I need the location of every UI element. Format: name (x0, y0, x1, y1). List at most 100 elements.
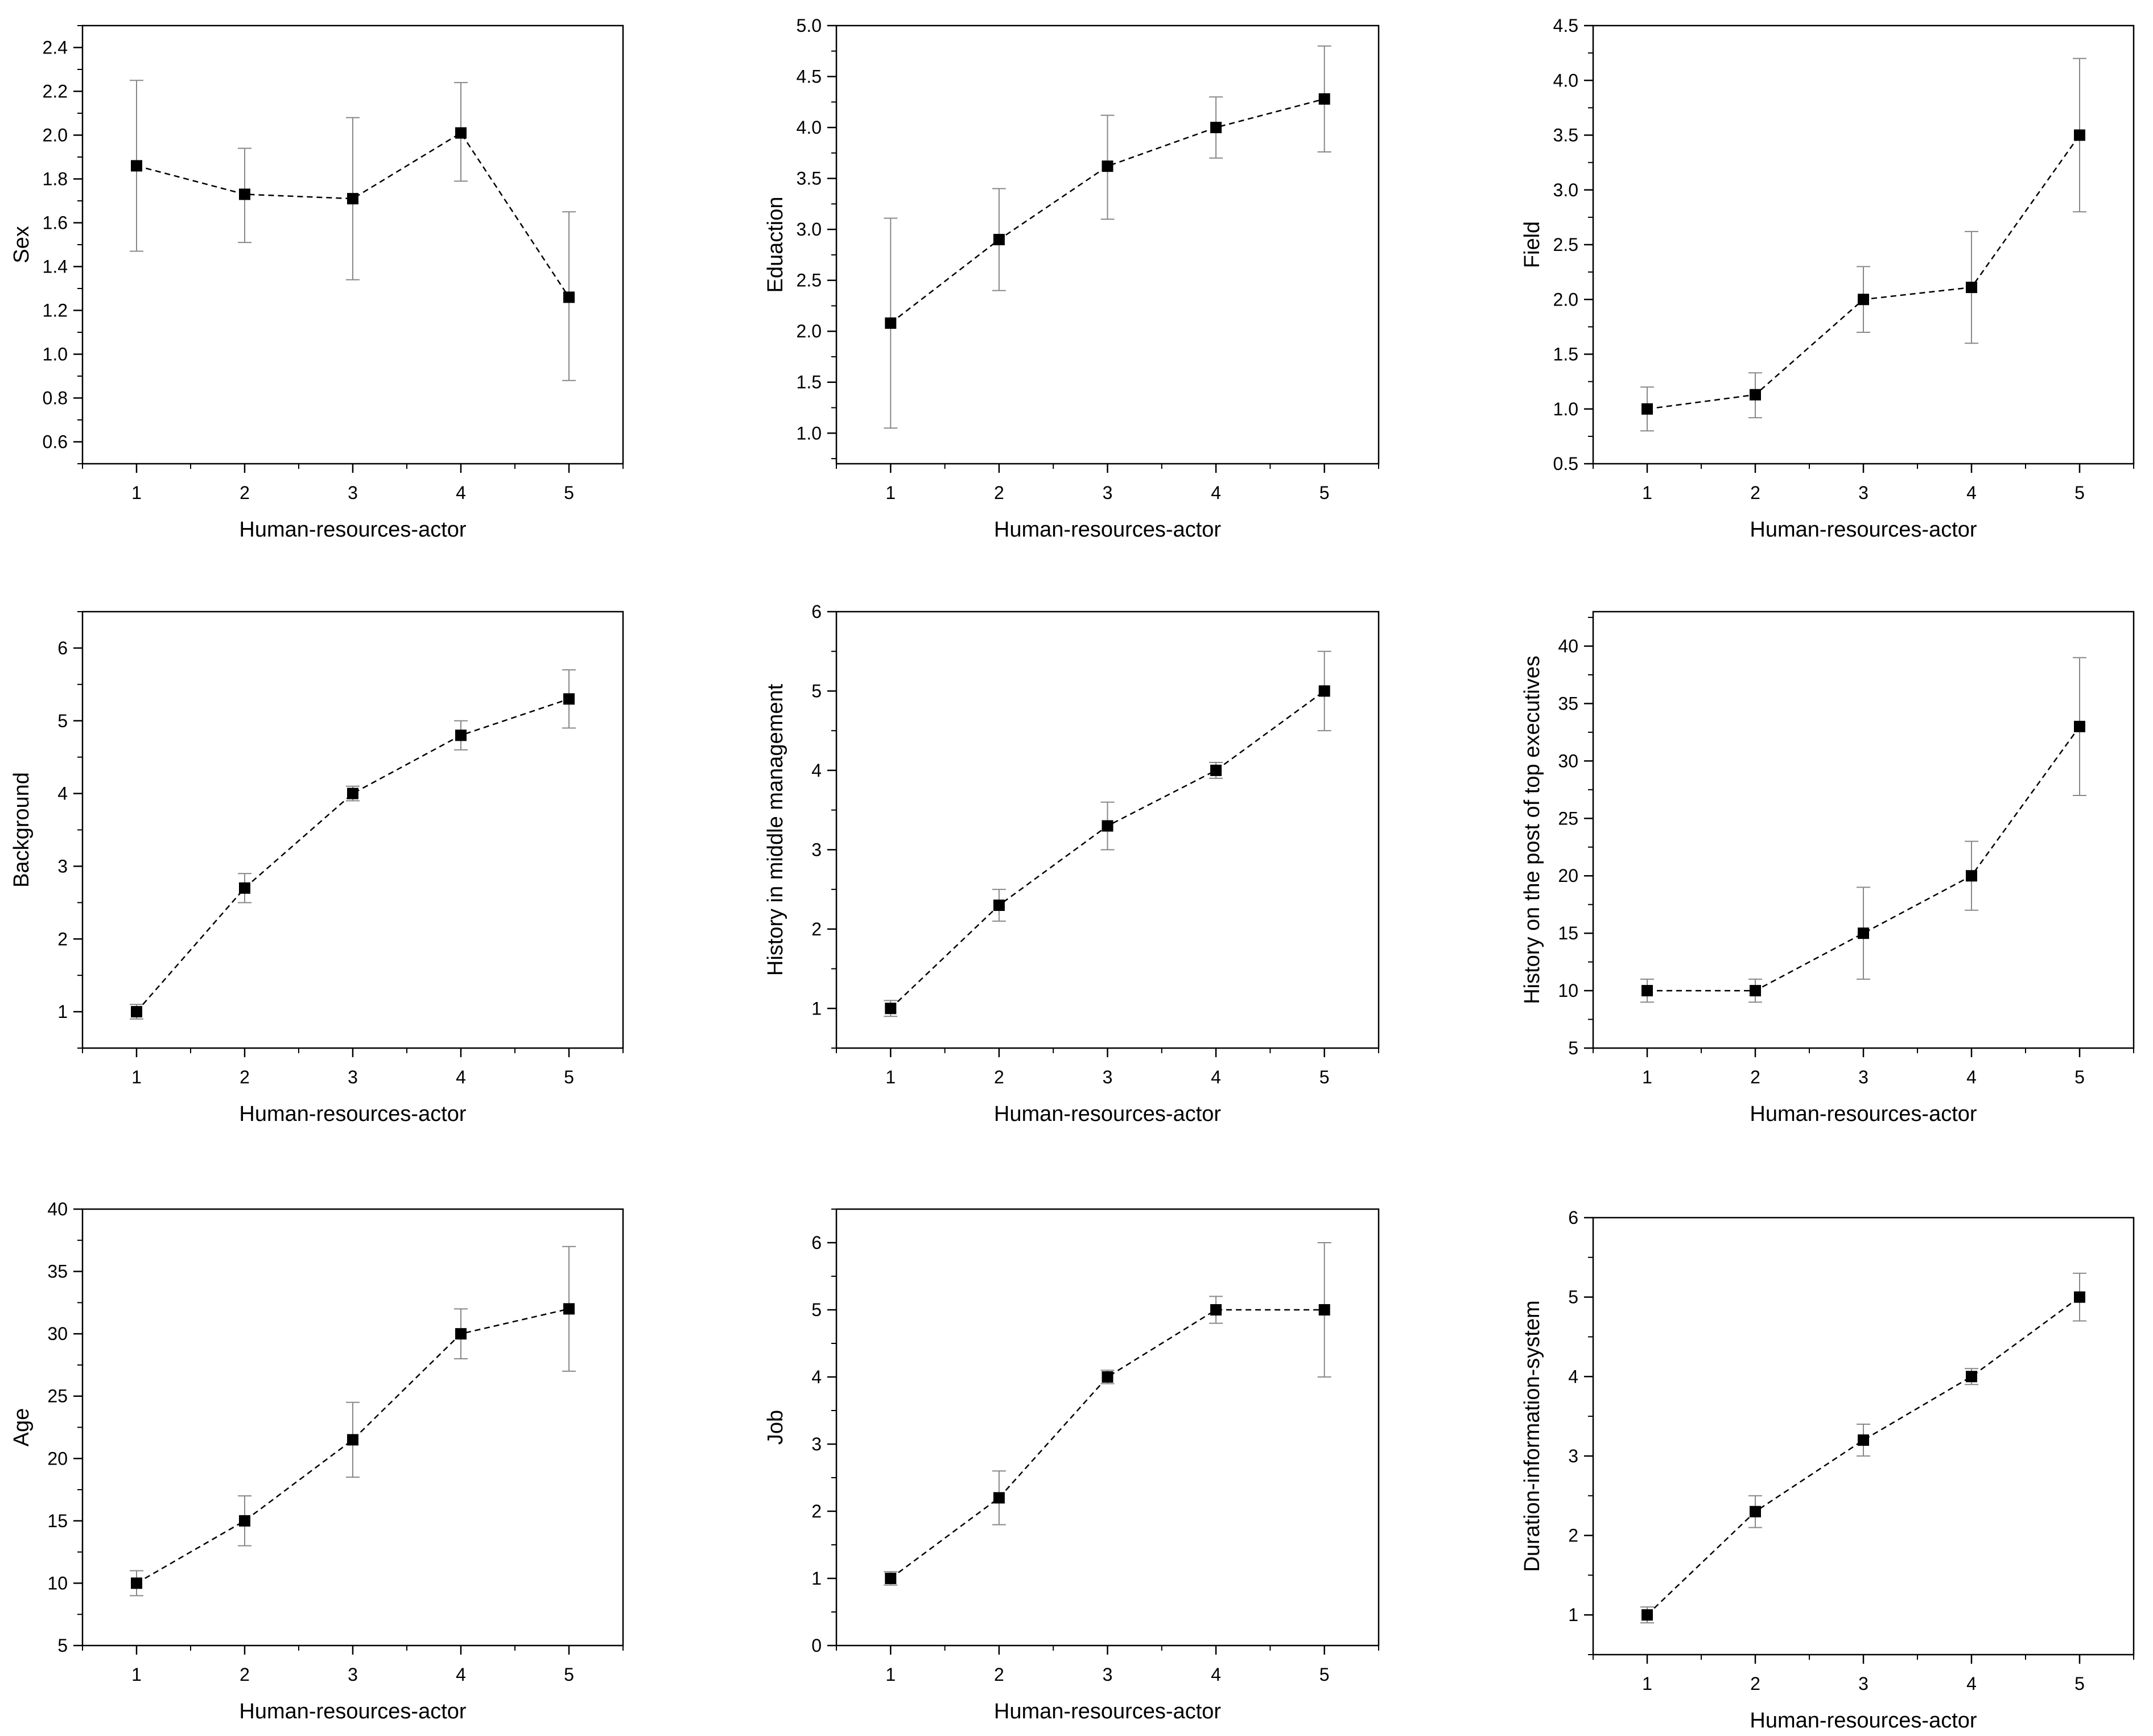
x-axis-title: Human-resources-actor (1750, 518, 1977, 542)
y-axis-title: Job (764, 1410, 787, 1445)
series-line (890, 1309, 1325, 1580)
x-tick-label: 4 (1966, 483, 1977, 503)
y-tick-label: 30 (1558, 751, 1578, 771)
y-tick-label: 1 (57, 1001, 68, 1022)
data-point (455, 729, 467, 741)
y-axis-title: Sex (10, 226, 34, 263)
y-tick-label: 1.5 (797, 372, 822, 393)
x-tick-label: 1 (1642, 483, 1652, 503)
y-tick-label: 30 (47, 1323, 68, 1344)
x-tick-label: 1 (1642, 1673, 1652, 1694)
x-tick-label: 5 (564, 1664, 574, 1685)
y-tick-label: 2 (1568, 1525, 1578, 1546)
y-tick-label: 40 (1558, 636, 1578, 657)
data-point (1750, 389, 1761, 401)
x-axis-title: Human-resources-actor (1750, 1709, 1977, 1733)
chart-panel: 1 2 3 4 5 5 10 15 20 25 30 35 40 Human-resources-acto… (10, 1199, 624, 1723)
y-tick-label: 5 (811, 681, 822, 701)
plot-frame (1592, 24, 2135, 465)
data-point (1210, 1304, 1222, 1316)
chart-panel: 1 2 3 4 5 1 2 3 4 5 6 Human-resources-actor Backgrou… (10, 611, 624, 1126)
data-point (1966, 282, 1977, 294)
x-tick-label: 3 (348, 483, 358, 503)
data-point (993, 234, 1005, 246)
y-tick-label: 15 (47, 1511, 68, 1531)
x-tick-label: 5 (2074, 1673, 2085, 1694)
x-tick-label: 3 (1858, 1673, 1869, 1694)
plot-frame (81, 611, 624, 1049)
data-point (993, 1492, 1005, 1504)
y-tick-label: 4 (57, 784, 68, 804)
x-tick-label: 2 (1750, 1067, 1760, 1087)
x-tick-label: 4 (1966, 1067, 1977, 1087)
chart-panel: 1 2 3 4 5 0 1 2 3 4 5 6 Human-resources-actor Job (764, 1208, 1380, 1723)
x-tick-label: 3 (1103, 483, 1113, 503)
data-point (1858, 294, 1869, 306)
y-tick-label: 10 (47, 1573, 68, 1593)
data-point (1966, 1371, 1977, 1383)
y-tick-label: 2.4 (43, 38, 68, 58)
series-line (136, 698, 570, 1012)
x-tick-label: 5 (2074, 483, 2085, 503)
y-tick-label: 4 (1568, 1366, 1578, 1387)
data-point (2074, 720, 2085, 732)
y-tick-label: 6 (811, 601, 822, 622)
y-tick-label: 15 (1558, 923, 1578, 943)
x-tick-label: 3 (1858, 1067, 1869, 1087)
y-tick-label: 4 (811, 1367, 822, 1387)
data-point (239, 882, 250, 894)
y-tick-label: 1.5 (1553, 344, 1578, 365)
y-tick-label: 4.0 (797, 117, 822, 138)
y-axis-title: Duration-information-system (1520, 1300, 1544, 1572)
chart-panel: 1 2 3 4 5 0.5 1.0 1.5 2.0 2.5 3.0 3.5 4.0 4.5 Human-re… (1520, 15, 2135, 542)
y-tick-label: 5 (57, 711, 68, 731)
y-tick-label: 5 (1568, 1038, 1578, 1058)
x-axis-title: Human-resources-actor (239, 1700, 466, 1723)
data-point (2074, 129, 2085, 141)
y-tick-label: 3 (811, 839, 822, 860)
y-tick-label: 5 (1568, 1287, 1578, 1308)
y-tick-label: 10 (1558, 980, 1578, 1001)
data-point (885, 317, 897, 329)
x-axis-title: Human-resources-actor (994, 1700, 1221, 1723)
x-tick-label: 4 (456, 483, 466, 503)
data-point (1750, 985, 1761, 997)
y-axis-title: Field (1520, 221, 1544, 268)
x-tick-label: 2 (240, 483, 250, 503)
data-point (1210, 122, 1222, 134)
y-tick-label: 4.5 (797, 67, 822, 87)
y-tick-label: 2.5 (1553, 234, 1578, 255)
y-tick-label: 3 (811, 1434, 822, 1454)
y-tick-label: 4 (811, 760, 822, 781)
x-tick-label: 1 (885, 1067, 896, 1087)
data-point (131, 1006, 142, 1018)
x-tick-label: 5 (564, 483, 574, 503)
y-tick-label: 35 (1558, 693, 1578, 714)
series-line (890, 98, 1325, 324)
data-point (239, 1515, 250, 1527)
x-tick-label: 3 (1103, 1664, 1113, 1685)
y-tick-label: 2.2 (43, 81, 68, 102)
data-point (563, 291, 575, 303)
y-tick-label: 2.0 (1553, 289, 1578, 310)
data-point (1641, 985, 1653, 997)
x-axis-title: Human-resources-actor (994, 1102, 1221, 1126)
y-tick-label: 20 (1558, 865, 1578, 886)
y-tick-label: 20 (47, 1448, 68, 1469)
data-point (1641, 1609, 1653, 1621)
series-line (136, 1308, 570, 1584)
data-point (1102, 820, 1113, 832)
x-tick-label: 5 (1319, 1664, 1330, 1685)
y-tick-label: 1.2 (43, 300, 68, 321)
data-point (455, 127, 467, 139)
x-tick-label: 4 (1211, 483, 1221, 503)
y-tick-label: 1.0 (1553, 399, 1578, 419)
y-tick-label: 3.0 (1553, 180, 1578, 200)
data-point (563, 1303, 575, 1315)
data-point (1210, 764, 1222, 776)
data-point (131, 1577, 142, 1589)
y-tick-label: 1.0 (43, 344, 68, 365)
y-tick-label: 2.0 (797, 321, 822, 341)
data-point (1858, 927, 1869, 939)
